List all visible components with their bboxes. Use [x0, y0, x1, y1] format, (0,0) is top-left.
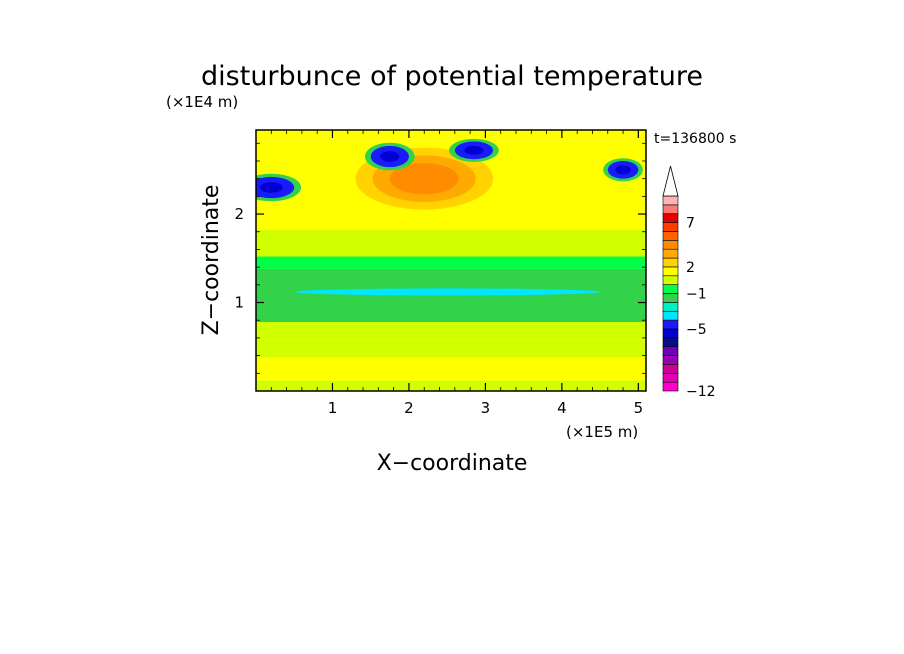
plot-area — [256, 130, 646, 391]
heatmap-band — [256, 339, 646, 358]
heatmap-contour — [389, 163, 459, 195]
colorbar-cell — [662, 355, 679, 365]
y-axis-label: Z−coordinate — [199, 185, 224, 336]
x-tick-label: 5 — [634, 399, 644, 417]
heatmap-contour — [380, 151, 400, 162]
colorbar-cell — [662, 275, 679, 285]
colorbar-cell — [662, 248, 679, 259]
heatmap-contour — [464, 145, 484, 155]
heatmap-band — [256, 229, 646, 257]
heatmap-contour — [259, 182, 283, 193]
colorbar-cell — [662, 257, 679, 268]
colorbar-cell — [662, 284, 679, 294]
colorbar-cell — [662, 302, 679, 312]
y-tick-label: 2 — [234, 205, 244, 223]
time-label: t=136800 s — [654, 131, 736, 147]
x-tick-label: 2 — [404, 399, 414, 417]
colorbar-label: 7 — [686, 216, 695, 232]
colorbar-cell — [662, 231, 679, 241]
heatmap-field — [256, 130, 646, 391]
heatmap-band — [256, 268, 646, 322]
colorbar-cell — [662, 204, 679, 215]
heatmap-contour — [294, 288, 601, 296]
colorbar-label: −5 — [686, 322, 707, 338]
colorbar-extension — [662, 165, 679, 197]
colorbar-cell — [662, 364, 679, 374]
colorbar-cell — [662, 266, 679, 277]
colorbar-cell — [662, 319, 679, 330]
colorbar-cell — [662, 195, 679, 206]
colorbar-cell — [662, 381, 679, 392]
heatmap-contour — [615, 165, 631, 175]
heatmap-band — [256, 380, 646, 391]
x-tick-label: 4 — [557, 399, 567, 417]
chart-title: disturbunce of potential temperature — [201, 61, 703, 92]
colorbar: −12−5−127 — [662, 165, 716, 400]
colorbar-cell — [662, 337, 679, 347]
heatmap-band — [256, 357, 646, 381]
axis-ticks: 1 2 3 4 5 1 2 — [234, 130, 646, 417]
x-tick-label: 3 — [481, 399, 491, 417]
colorbar-cell — [662, 222, 679, 232]
colorbar-label: −12 — [686, 384, 716, 400]
colorbar-cell — [662, 372, 679, 383]
colorbar-cell — [662, 310, 679, 321]
colorbar-label: 2 — [686, 260, 695, 276]
colorbar-cell — [662, 293, 679, 303]
colorbar-cell — [662, 328, 679, 339]
colorbar-cell — [662, 240, 679, 250]
x-axis-unit: (×1E5 m) — [566, 423, 638, 441]
colorbar-cell — [662, 213, 679, 223]
y-axis-unit: (×1E4 m) — [166, 93, 238, 111]
heatmap-band — [256, 321, 646, 340]
plot-frame — [255, 129, 647, 392]
x-axis-label: X−coordinate — [377, 451, 528, 476]
x-tick-label: 1 — [328, 399, 338, 417]
colorbar-label: −1 — [686, 287, 707, 303]
y-tick-label: 1 — [234, 294, 244, 312]
heatmap-band — [256, 256, 646, 269]
colorbar-cell — [662, 346, 679, 356]
